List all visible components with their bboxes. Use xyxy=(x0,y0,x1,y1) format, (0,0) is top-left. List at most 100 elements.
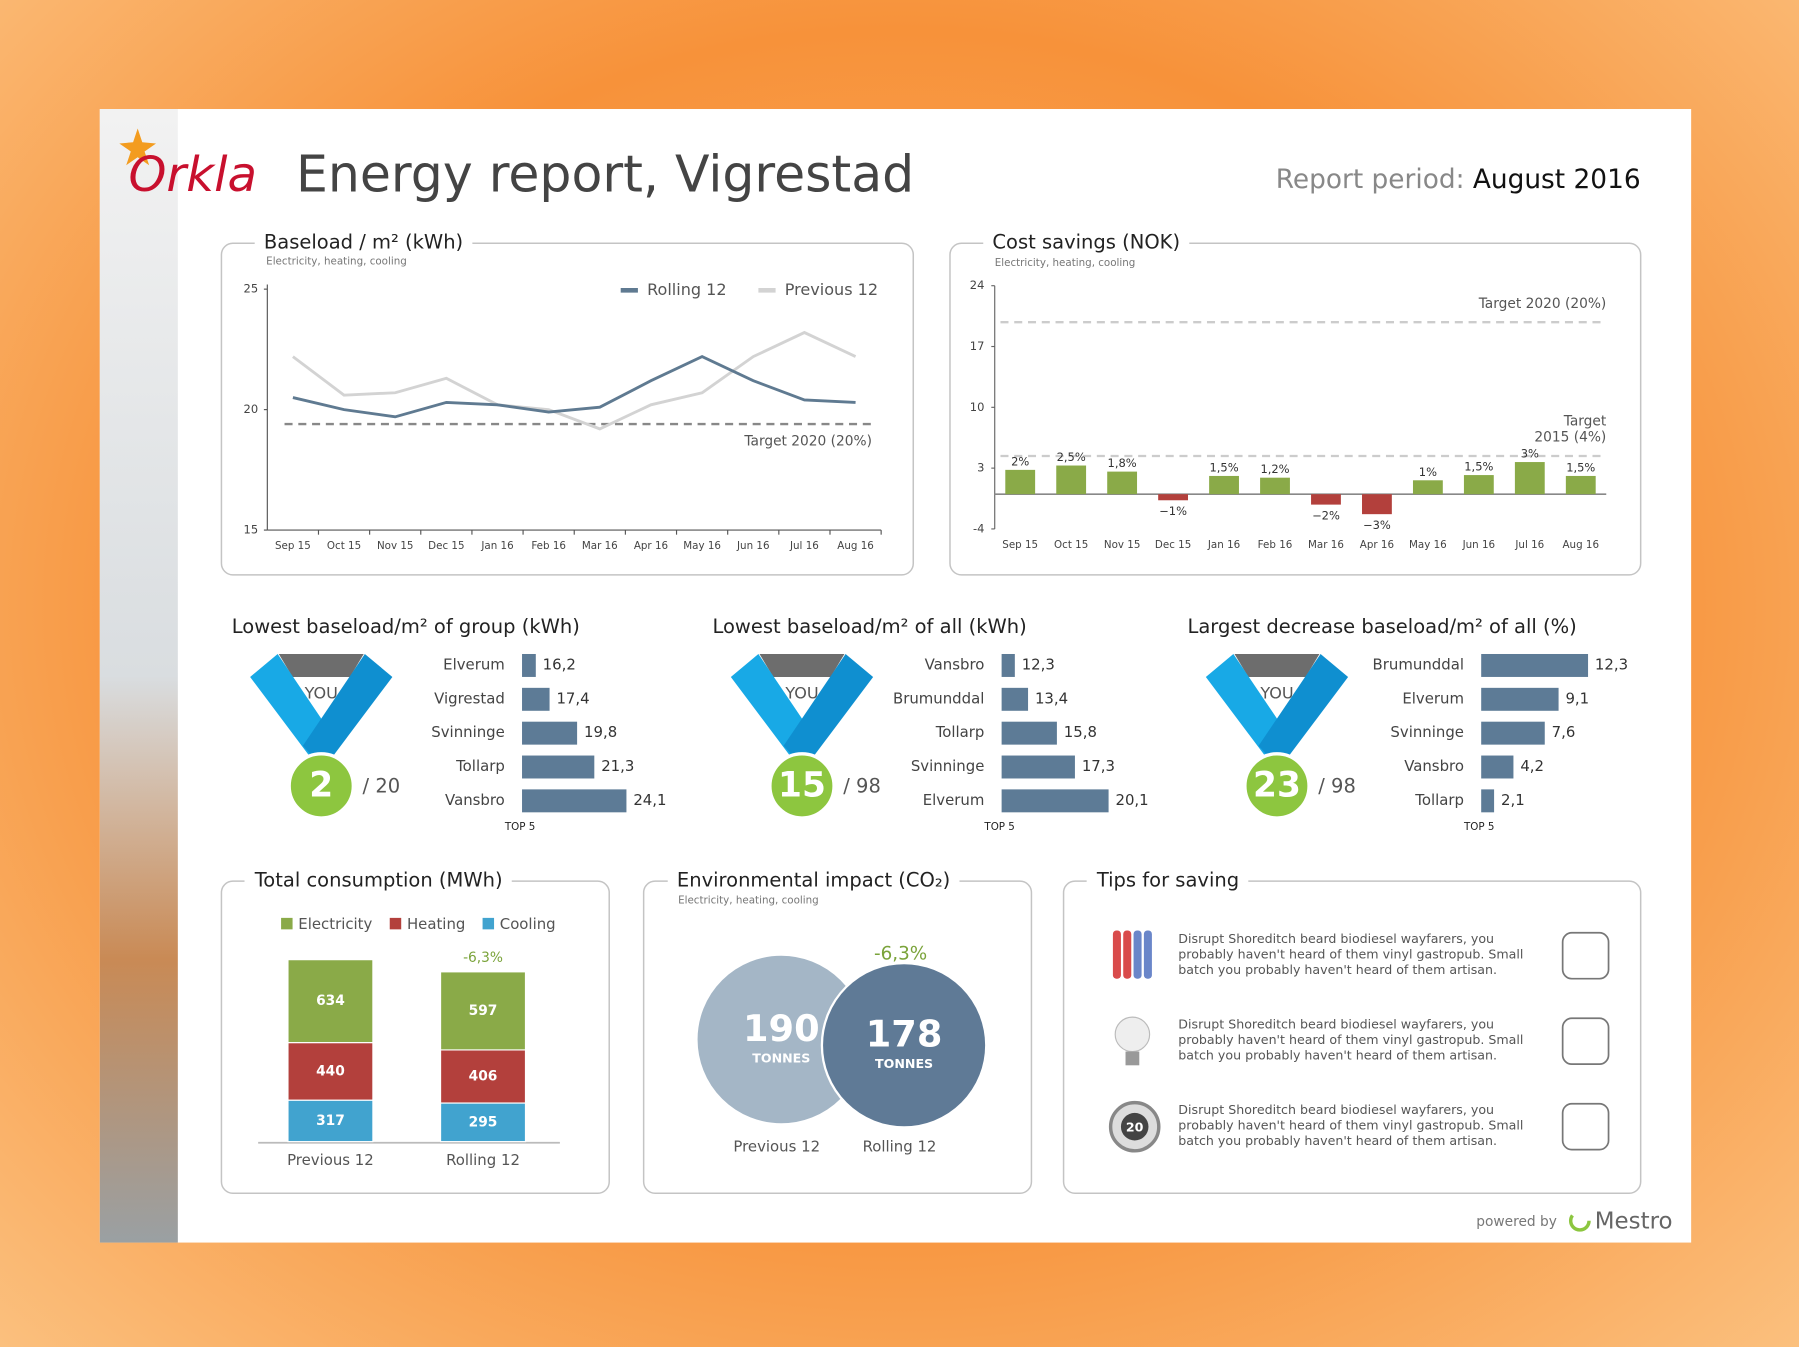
bar xyxy=(1056,465,1087,495)
icon-timer-face xyxy=(1120,1112,1149,1141)
period: August 2016 xyxy=(1473,165,1641,195)
x-tick-label: Dec 15 xyxy=(1155,539,1191,551)
checkbox[interactable] xyxy=(1561,1102,1610,1151)
bar-label: −1% xyxy=(1159,504,1187,518)
bar xyxy=(1001,687,1029,711)
panel-title: Tips for saving xyxy=(1096,869,1239,892)
x-tick-label: Oct 15 xyxy=(327,540,361,552)
bar xyxy=(1514,462,1545,495)
ranking-title: Lowest baseload/m² of group (kWh) xyxy=(232,615,580,638)
legend-label: Previous 12 xyxy=(785,280,878,299)
bar-label: 1,5% xyxy=(1566,460,1595,474)
panel-title-bg xyxy=(983,230,1190,254)
bar-segment xyxy=(439,1049,527,1104)
bar-label: 1,2% xyxy=(1260,462,1289,476)
x-tick-label: Mar 16 xyxy=(582,540,618,552)
rank: 23 xyxy=(1253,766,1301,806)
segment-label: 597 xyxy=(469,1003,498,1019)
bar xyxy=(1481,755,1514,779)
value-label: 7,6 xyxy=(1552,723,1576,741)
row-label: Vansbro xyxy=(1404,757,1464,775)
bar-label: 2,5% xyxy=(1057,450,1086,464)
row-label: Vigrestad xyxy=(434,689,505,707)
icon-radiator xyxy=(1112,930,1121,979)
tip-text: batch you probably haven't heard of them… xyxy=(1178,1048,1497,1063)
x-tick-label: Jul 16 xyxy=(789,540,819,552)
panel-title-bg xyxy=(667,868,960,892)
legend-swatch xyxy=(281,917,293,930)
logo-star xyxy=(119,128,157,166)
bar xyxy=(1565,475,1596,495)
row-label: Elverum xyxy=(1402,689,1464,707)
value-label: 4,2 xyxy=(1520,757,1544,775)
period-label: Report period: xyxy=(1276,165,1473,195)
bar xyxy=(522,687,550,711)
bar xyxy=(1463,475,1494,495)
x-tick-label: Jul 16 xyxy=(1514,539,1544,551)
panel xyxy=(220,242,915,576)
row-label: Brumunddal xyxy=(1373,655,1464,673)
bar-segment xyxy=(287,959,374,1044)
bar-label: −3% xyxy=(1363,518,1391,532)
bar-label: 1,5% xyxy=(1209,460,1238,474)
bar-segment xyxy=(439,971,527,1051)
bar-segment xyxy=(439,1102,527,1143)
legend-label: Cooling xyxy=(500,915,556,933)
x-tick-label: Sep 15 xyxy=(1002,539,1038,551)
medal-top xyxy=(759,653,845,677)
rank: 2 xyxy=(309,766,333,806)
bar xyxy=(1209,475,1239,495)
medal-badge: YOU xyxy=(1259,684,1293,703)
photo-strip xyxy=(99,109,178,1243)
bar xyxy=(1311,494,1341,505)
medal-ribbon xyxy=(1258,653,1349,769)
target-label: Target xyxy=(1563,414,1607,430)
row-label: Vansbro xyxy=(925,655,985,673)
x-tick-label: Aug 16 xyxy=(1562,539,1599,551)
mestro-logo xyxy=(1568,1209,1591,1232)
x-tick-label: Dec 15 xyxy=(428,540,464,552)
legend-label: Rolling 12 xyxy=(647,280,726,299)
panel-title-bg xyxy=(244,868,512,892)
icon-text: 20 xyxy=(1126,1119,1144,1134)
row-label: Svinninge xyxy=(911,757,985,775)
y-tick-label: 15 xyxy=(244,523,259,537)
row-label: Vansbro xyxy=(445,791,505,809)
bar xyxy=(1481,721,1545,745)
powered-by: powered by xyxy=(1476,1214,1557,1230)
rank-of: / 20 xyxy=(363,775,401,798)
value-label: 19,8 xyxy=(584,723,617,741)
bar-segment xyxy=(287,1042,374,1101)
row-label: Svinninge xyxy=(1390,723,1464,741)
tip-text: batch you probably haven't heard of them… xyxy=(1178,962,1497,977)
rank-circle xyxy=(1243,752,1311,820)
bar xyxy=(522,789,627,813)
tip-text: batch you probably haven't heard of them… xyxy=(1178,1133,1497,1148)
value-label: 9,1 xyxy=(1565,689,1589,707)
medal-ribbon xyxy=(302,653,393,769)
x-tick-label: Mar 16 xyxy=(1308,539,1344,551)
bar-label: 1,8% xyxy=(1108,456,1137,470)
value-label: 16,2 xyxy=(543,655,576,673)
rank: 15 xyxy=(778,766,826,806)
legend-swatch xyxy=(482,917,495,930)
panel xyxy=(1062,880,1642,1194)
subtitle: Electricity, heating, cooling xyxy=(266,256,407,268)
checkbox[interactable] xyxy=(1561,1017,1610,1066)
checkbox[interactable] xyxy=(1561,931,1610,980)
value-label: 12,3 xyxy=(1022,655,1055,673)
x-tick-label: Oct 15 xyxy=(1054,539,1088,551)
panel-title: Cost savings (NOK) xyxy=(992,231,1180,254)
target-label: Target 2020 (20%) xyxy=(743,433,872,449)
x-tick-label: Apr 16 xyxy=(1360,539,1394,551)
row-label: Brumunddal xyxy=(893,689,984,707)
medal-ribbon xyxy=(783,653,874,769)
rank-of: / 98 xyxy=(1318,775,1356,798)
panel-title: Baseload / m² (kWh) xyxy=(264,231,463,254)
tip-text: probably haven't heard of them vinyl gas… xyxy=(1178,1118,1523,1133)
y-tick-label: 24 xyxy=(970,278,985,292)
bar xyxy=(1001,653,1015,677)
bar xyxy=(1481,687,1559,711)
x-tick-label: Nov 15 xyxy=(1104,539,1141,551)
